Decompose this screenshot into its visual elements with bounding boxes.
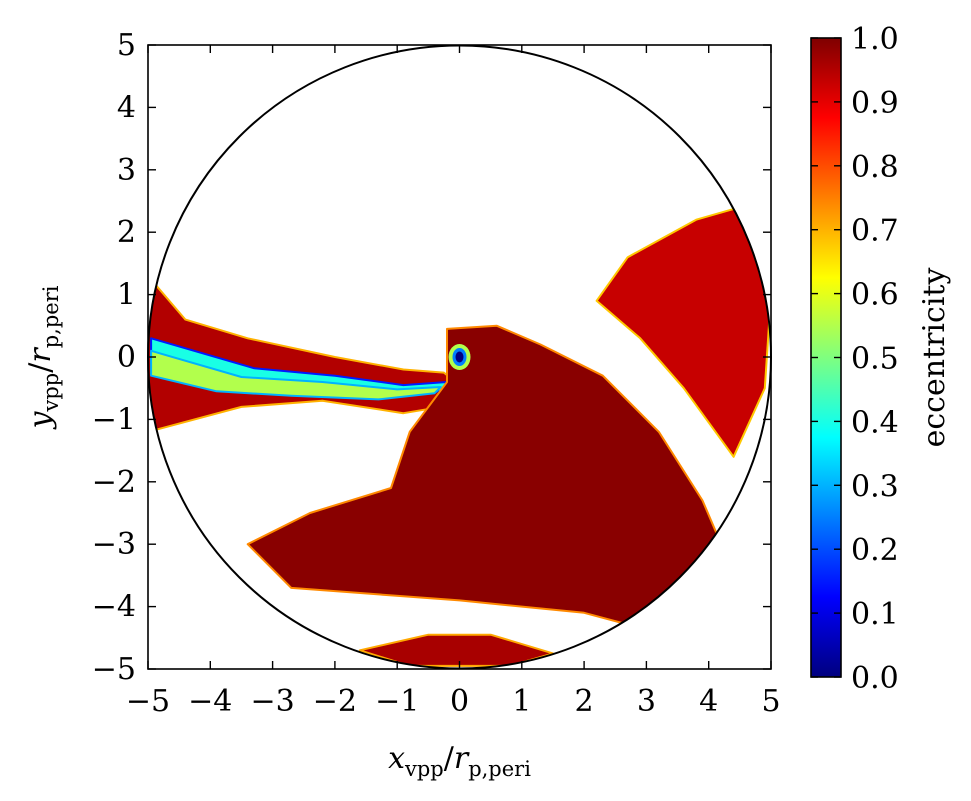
x-axis-label-var: x [388,741,405,776]
low-eccentricity-core-center [455,351,464,363]
region-left-stream-band-inner [150,349,442,401]
x-axis-label-radius-sub: p,peri [468,757,531,781]
colorbar-tick-label: 1.0 [851,22,899,57]
colorbar-tick-label: 0.3 [851,469,899,504]
colorbar-tick-label: 0.5 [851,342,899,377]
x-tick-label: 4 [699,684,718,719]
y-tick-label: −1 [92,402,136,437]
colorbar-label: eccentricity [917,268,952,448]
region-central-lobe [246,324,723,639]
plot-area: −5 −4 −3 −2 −1 0 1 2 3 4 5 −5 −4 −3 −2 −1 0 1 2 3 4 5 [92,28,781,719]
low-eccentricity-core [448,344,471,370]
colorbar-tick-label: 0.9 [851,86,899,121]
x-tick-label: 3 [637,684,656,719]
x-tick-label: 0 [450,684,469,719]
y-axis-label-radius-sub: p,peri [39,285,63,348]
y-axis-label-radius: r [23,347,58,363]
colorbar: 0.0 0.1 0.2 0.3 0.4 0.5 0.6 0.7 0.8 0.9 1.0 [810,22,899,696]
colorbar-tick-label: 0.7 [851,214,899,249]
heatmap-layer [148,206,771,667]
y-tick-label: −3 [92,527,136,562]
colorbar-tick-label: 0.8 [851,150,899,185]
x-tick-label: −5 [126,684,170,719]
x-axis-label-sub: vpp [404,757,444,781]
region-right-lobe [595,206,771,458]
x-tick-label: −1 [375,684,419,719]
x-tick-label: 1 [512,684,531,719]
colorbar-tick-label: 0.1 [851,597,899,632]
x-axis-ticks: −5 −4 −3 −2 −1 0 1 2 3 4 5 [126,45,781,719]
x-tick-label: 5 [761,684,780,719]
colorbar-tick-label: 0.6 [851,278,899,313]
x-axis-label: xvpp/rp,peri [388,741,531,781]
y-tick-label: 2 [117,215,136,250]
y-tick-label: 0 [117,340,136,375]
y-axis-label-sub: vpp [39,373,63,413]
y-axis-label-slash: / [23,362,58,373]
colorbar-ticks: 0.0 0.1 0.2 0.3 0.4 0.5 0.6 0.7 0.8 0.9 1.0 [811,22,899,696]
y-tick-label: −2 [92,465,136,500]
y-axis-label: yvpp/rp,peri [23,285,63,430]
y-tick-label: −5 [92,652,136,687]
colorbar-tick-label: 0.0 [851,661,899,696]
colorbar-tick-label: 0.2 [851,533,899,568]
y-axis-ticks: −5 −4 −3 −2 −1 0 1 2 3 4 5 [92,28,771,687]
x-axis-label-slash: / [444,741,455,776]
x-tick-label: −4 [188,684,232,719]
y-tick-label: −4 [92,590,136,625]
y-tick-label: 4 [117,90,136,125]
y-tick-label: 3 [117,153,136,188]
x-axis-label-radius: r [454,741,470,776]
colorbar-tick-label: 0.4 [851,405,899,440]
y-tick-label: 5 [117,28,136,63]
x-tick-label: −2 [313,684,357,719]
y-tick-label: 1 [117,278,136,313]
x-tick-label: −3 [250,684,294,719]
x-tick-label: 2 [575,684,594,719]
y-axis-label-var: y [23,410,58,430]
